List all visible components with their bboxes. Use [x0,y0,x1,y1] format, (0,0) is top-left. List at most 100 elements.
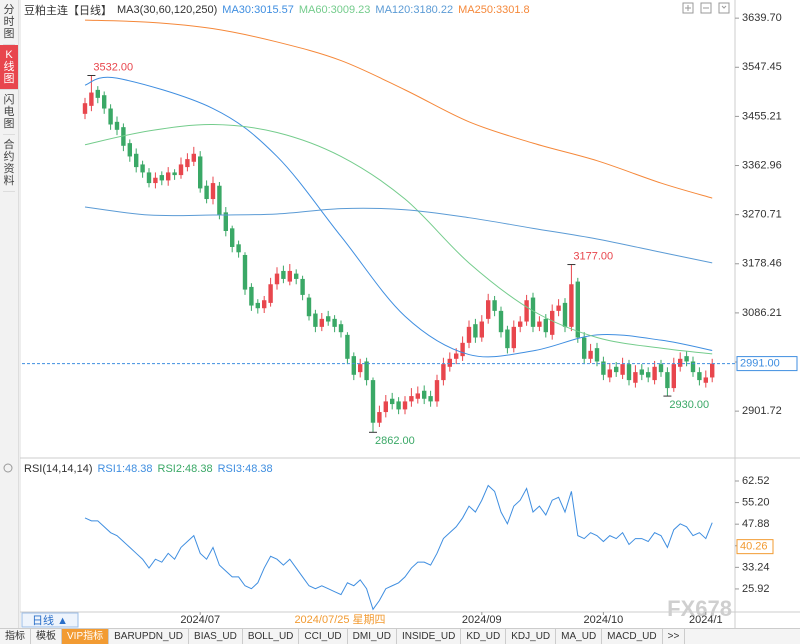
period-button[interactable] [21,612,79,628]
x-tick-label: 2024/10 [584,614,624,626]
y-tick-label: 33.24 [742,561,770,573]
candle-body [178,164,184,176]
candle-body [562,302,568,327]
toolbar-icons[interactable] [682,2,730,14]
candle-body [223,212,228,231]
candle-body [409,396,414,402]
toolbar-tab[interactable]: CCI_UD [299,629,348,644]
toolbar-tab[interactable]: VIP指标 [62,629,110,644]
toolbar-tab[interactable]: KD_UD [461,629,507,644]
candle-body [319,318,324,327]
candle-body [230,228,235,247]
candle-body [447,358,452,367]
toolbar-tab[interactable]: >> [663,629,686,644]
plot-area [84,484,713,611]
y-tick-label: 3639.70 [742,12,782,24]
candle-body [146,172,152,184]
legend-entry: RSI3:48.38 [217,463,273,475]
toolbar: 指标 模板 VIP指标 BARUPDN_UD BIAS_UD BOLL_UD CCI_UD D… [0,628,800,644]
candle-body [486,300,491,319]
candle-body [255,302,260,309]
candle-body [332,318,337,327]
y-tick-label: 2901.72 [742,405,782,417]
candle-body [415,393,420,399]
toolbar-tab[interactable]: BARUPDN_UD [109,629,190,644]
candle-body [543,318,548,333]
y-tick-label: 3455.21 [742,110,782,122]
legend-entry: MA250:3301.8 [458,4,530,16]
candle-body [338,324,344,333]
candle-body [402,401,408,410]
y-tick-label: 3362.96 [742,159,782,171]
candle-body [89,92,94,106]
toolbar-tab[interactable]: BOLL_UD [243,629,300,644]
candle-body [127,143,132,157]
candle-body [537,321,542,327]
plot-area [82,19,715,433]
chart: 日线 ▲ FX678 3639.70 3547.45 3455.21 3362.96 3… [3,0,800,628]
x-tick-label: 2024/1 [689,614,723,626]
candle-body [710,363,715,378]
candle-body [671,364,676,389]
cursor-label: 40.26 [740,541,768,553]
y-tick-label: 25.92 [742,583,770,595]
last-price-badge [736,356,798,372]
candle-body [153,177,158,184]
candle-body [479,321,484,338]
candle-body [294,273,299,279]
candle-body [306,297,312,317]
legend-title: 豆粕主连【日线】 [24,5,112,17]
candle-body [428,396,433,402]
candle-body [601,361,606,375]
period-button-label: 日线 ▲ [32,613,68,627]
toolbar-tab[interactable]: MACD_UD [602,629,663,644]
annotation-label: 2862.00 [375,435,415,447]
rsi-legend: RSI(14,14,14) RSI1:48.38 RSI2:48.38 RSI3:48… [24,463,273,475]
candle-body [262,300,267,309]
candle-body [588,350,593,359]
candle-body [377,412,382,423]
ma-line [84,19,713,199]
y-tick-label: 62.52 [742,475,770,487]
toolbar-tab[interactable]: BIAS_UD [189,629,243,644]
sidebar-tab[interactable]: 分时图 [3,0,15,45]
ma-line [84,206,713,264]
candle-body [198,156,203,189]
price-legend: 豆粕主连【日线】 MA3(30,60,120,250) MA30:3015.57 MA… [24,2,530,18]
y-tick-label: 3547.45 [742,61,782,73]
sidebar-tab[interactable]: 合约资料 [3,135,15,192]
last-price-label: 2991.00 [740,358,780,370]
annotation-label: 2930.00 [669,399,709,411]
legend-entry: MA120:3180.22 [375,4,454,16]
candle-body [594,348,600,362]
candle-body [159,175,164,181]
candle-body [582,337,587,359]
toolbar-tab[interactable]: MA_UD [556,629,603,644]
candle-body [498,310,504,333]
x-tick-label: 2024/09 [462,614,502,626]
y-tick-label: 3086.21 [742,307,782,319]
candle-body [95,89,100,98]
candle-body [454,353,459,359]
candle-body [370,380,376,423]
candle-body [345,334,350,359]
toolbar-tab[interactable]: KDJ_UD [506,629,557,644]
candle-body [383,401,388,413]
toolbar-tab[interactable]: DMI_UD [348,629,397,644]
watermark: FX678 [667,596,732,621]
candle-body [82,103,88,114]
sidebar-tab[interactable]: K线图 [0,45,18,90]
rsi-line [84,484,713,611]
candle-body [524,300,529,322]
candle-body [204,185,209,200]
sidebar-tab[interactable]: 闪电图 [3,90,15,135]
y-tick-label: 47.88 [742,518,770,530]
legend-title: RSI(14,14,14) [24,463,93,475]
ma-line [84,123,713,355]
toolbar-tab[interactable]: INSIDE_UD [397,629,462,644]
toolbar-tab[interactable]: 指标 [0,629,31,644]
toolbar-tab[interactable]: 模板 [31,629,62,644]
candle-body [121,127,126,146]
settings-icon[interactable] [3,463,13,473]
candle-body [140,164,145,173]
